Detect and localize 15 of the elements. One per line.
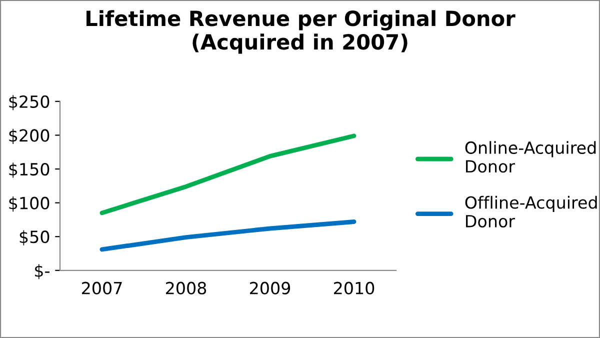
y-tick-label: $150 — [9, 162, 50, 178]
x-tick-label: 2007 — [82, 282, 122, 294]
x-tick-label: 2010 — [334, 282, 374, 294]
y-tick-label: $- — [35, 264, 50, 280]
y-tick-label: $200 — [9, 128, 50, 144]
y-tick-label: $250 — [9, 95, 50, 110]
line-series — [100, 134, 356, 216]
x-tick-label: 2008 — [166, 282, 206, 294]
x-tick-label: 2009 — [250, 282, 290, 294]
chart-title: Lifetime Revenue per Original Donor (Acquired in 2007) — [86, 10, 516, 54]
legend-label: Offline-Acquired Donor — [465, 196, 597, 228]
legend-label: Online-Acquired Donor — [465, 141, 596, 173]
y-tick-label: $100 — [9, 196, 50, 212]
y-tick-label: $50 — [20, 230, 50, 246]
line-series — [100, 220, 356, 252]
